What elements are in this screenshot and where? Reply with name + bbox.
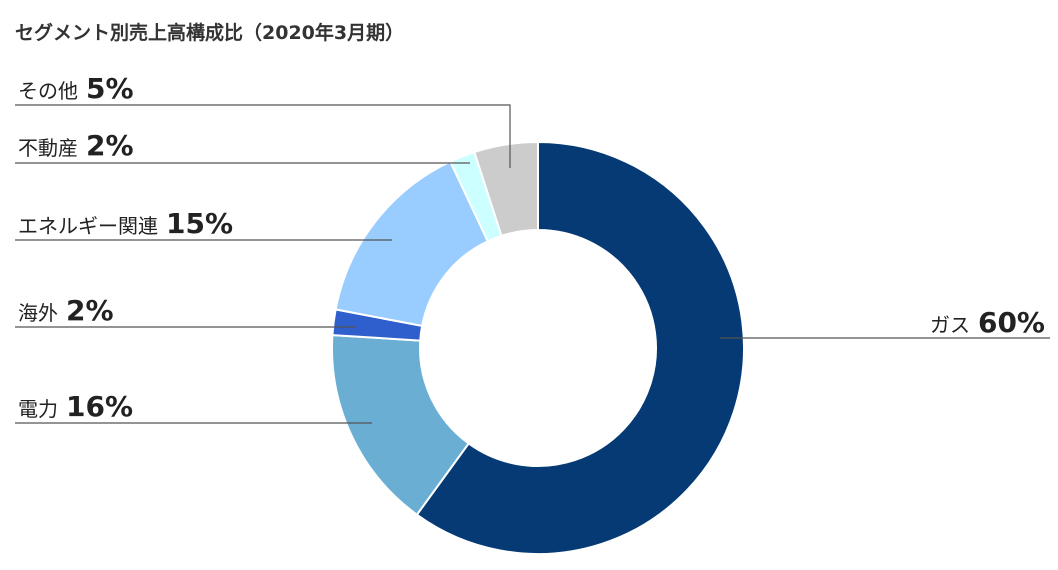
value-label: 5%	[86, 72, 134, 105]
slice-label: ガス 60%	[930, 306, 1045, 339]
slice-label: エネルギー関連 15%	[18, 207, 233, 240]
value-label: 60%	[978, 306, 1045, 339]
category-name: エネルギー関連	[18, 214, 158, 238]
category-name: ガス	[930, 313, 970, 337]
value-label: 2%	[66, 294, 114, 327]
category-name: その他	[18, 79, 78, 103]
category-name: 不動産	[18, 136, 78, 160]
value-label: 15%	[166, 207, 233, 240]
slice-label: 海外 2%	[18, 294, 114, 327]
slice-label: その他 5%	[18, 72, 134, 105]
value-label: 16%	[66, 390, 133, 423]
donut-slice	[473, 140, 539, 238]
donut-slice	[415, 140, 745, 555]
slice-label: 電力 16%	[18, 390, 133, 423]
category-name: 海外	[18, 301, 58, 325]
leader-line	[15, 104, 511, 168]
chart-title: セグメント別売上高構成比（2020年3月期）	[15, 21, 404, 44]
slice-label: 不動産 2%	[18, 129, 134, 162]
value-label: 2%	[86, 129, 134, 162]
category-name: 電力	[18, 397, 58, 421]
